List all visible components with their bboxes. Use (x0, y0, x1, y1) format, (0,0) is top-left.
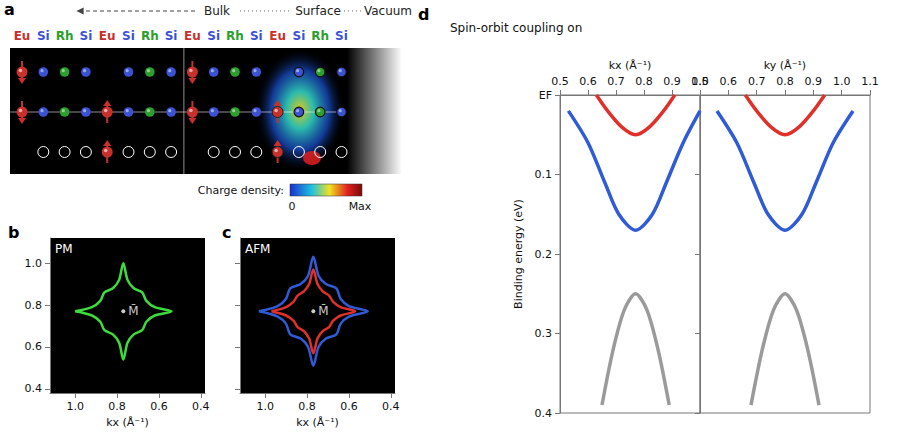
svg-text:kx (Å⁻¹): kx (Å⁻¹) (609, 59, 652, 72)
svg-text:0.8: 0.8 (635, 75, 653, 88)
svg-text:Binding energy (eV): Binding energy (eV) (512, 199, 525, 309)
svg-text:Si: Si (165, 29, 178, 43)
svg-text:0.3: 0.3 (535, 327, 553, 340)
svg-text:c: c (222, 223, 231, 242)
svg-text:1.0: 1.0 (691, 75, 709, 88)
svg-text:Bulk: Bulk (204, 4, 230, 18)
svg-text:0.6: 0.6 (340, 400, 358, 413)
svg-text:Eu: Eu (184, 29, 201, 43)
svg-text:Si: Si (80, 29, 93, 43)
svg-text:Si: Si (250, 29, 263, 43)
svg-text:a: a (4, 0, 15, 19)
svg-text:1.0: 1.0 (25, 257, 43, 270)
svg-text:0.7: 0.7 (748, 75, 766, 88)
svg-text:1.0: 1.0 (66, 400, 84, 413)
svg-text:0.8: 0.8 (298, 400, 316, 413)
svg-text:Si: Si (207, 29, 220, 43)
svg-text:Rh: Rh (141, 29, 159, 43)
svg-text:0: 0 (289, 200, 296, 213)
svg-text:0.4: 0.4 (192, 400, 210, 413)
svg-text:kx (Å⁻¹): kx (Å⁻¹) (296, 416, 339, 429)
svg-text:Vacuum: Vacuum (364, 4, 412, 18)
svg-text:PM: PM (55, 242, 73, 256)
svg-text:0.9: 0.9 (663, 75, 681, 88)
svg-text:1.0: 1.0 (833, 75, 851, 88)
svg-text:0.9: 0.9 (805, 75, 823, 88)
svg-text:Charge density:: Charge density: (198, 184, 284, 197)
svg-text:0.6: 0.6 (25, 340, 43, 353)
svg-text:0.5: 0.5 (551, 75, 569, 88)
svg-text:0.6: 0.6 (150, 400, 168, 413)
svg-text:Rh: Rh (226, 29, 244, 43)
svg-text:b: b (8, 223, 19, 242)
svg-text:0.4: 0.4 (535, 407, 553, 420)
svg-text:Si: Si (37, 29, 50, 43)
svg-text:Spin-orbit coupling on: Spin-orbit coupling on (450, 21, 582, 35)
svg-text:M̄: M̄ (128, 304, 138, 318)
svg-text:ky (Å⁻¹): ky (Å⁻¹) (764, 59, 806, 72)
svg-text:Eu: Eu (14, 29, 31, 43)
svg-text:M̄: M̄ (318, 304, 328, 318)
svg-text:0.6: 0.6 (579, 75, 597, 88)
svg-text:1.1: 1.1 (861, 75, 879, 88)
svg-text:0.2: 0.2 (535, 248, 553, 261)
svg-text:EF: EF (539, 89, 552, 102)
svg-text:Si: Si (293, 29, 306, 43)
svg-text:0.8: 0.8 (776, 75, 794, 88)
svg-text:Rh: Rh (311, 29, 329, 43)
svg-text:0.8: 0.8 (25, 299, 43, 312)
svg-text:Max: Max (349, 200, 372, 213)
svg-text:0.6: 0.6 (720, 75, 738, 88)
svg-text:Rh: Rh (56, 29, 74, 43)
svg-text:Si: Si (122, 29, 135, 43)
svg-text:Si: Si (335, 29, 348, 43)
svg-text:Surface: Surface (295, 4, 341, 18)
svg-text:AFM: AFM (245, 242, 270, 256)
svg-text:Eu: Eu (269, 29, 286, 43)
svg-text:Eu: Eu (99, 29, 116, 43)
svg-text:kx (Å⁻¹): kx (Å⁻¹) (106, 416, 149, 429)
svg-text:0.8: 0.8 (108, 400, 126, 413)
svg-text:0.7: 0.7 (607, 75, 625, 88)
svg-text:0.5: 0.5 (691, 75, 709, 88)
svg-text:0.4: 0.4 (25, 382, 43, 395)
svg-text:0.1: 0.1 (535, 168, 553, 181)
svg-text:1.0: 1.0 (256, 400, 274, 413)
svg-text:0.4: 0.4 (382, 400, 400, 413)
svg-text:d: d (418, 5, 429, 24)
